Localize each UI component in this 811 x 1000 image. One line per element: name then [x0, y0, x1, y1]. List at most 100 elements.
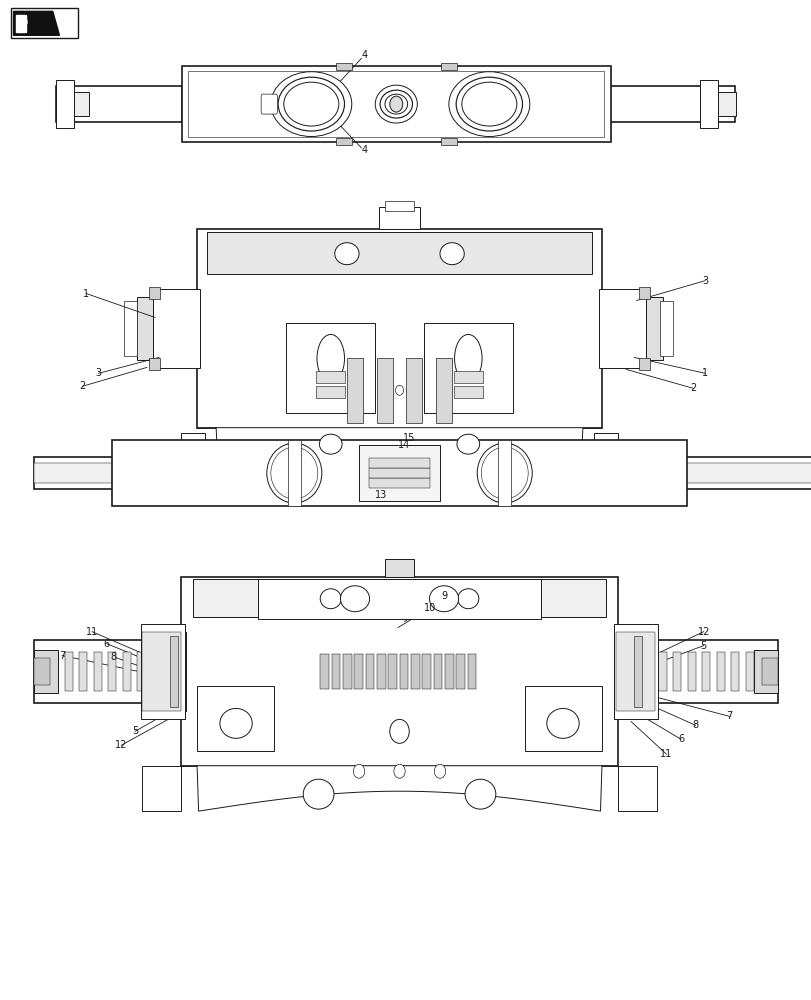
- Text: 2: 2: [79, 381, 85, 391]
- Bar: [50, 652, 58, 691]
- Bar: [34, 463, 165, 483]
- Bar: [440, 63, 457, 70]
- Bar: [342, 654, 351, 689]
- Bar: [207, 232, 591, 274]
- Ellipse shape: [284, 82, 338, 126]
- Circle shape: [389, 719, 409, 743]
- Bar: [753, 650, 777, 693]
- Bar: [453, 386, 483, 398]
- Bar: [346, 358, 363, 423]
- Circle shape: [487, 451, 522, 495]
- Bar: [136, 297, 152, 360]
- Text: 7: 7: [59, 651, 65, 661]
- Circle shape: [480, 443, 528, 503]
- Ellipse shape: [477, 443, 531, 503]
- Text: 3: 3: [702, 276, 708, 286]
- Polygon shape: [593, 433, 617, 463]
- Text: 15: 15: [402, 433, 415, 443]
- Polygon shape: [181, 766, 617, 811]
- Ellipse shape: [319, 434, 341, 454]
- Bar: [335, 63, 351, 70]
- Bar: [182, 66, 610, 142]
- FancyBboxPatch shape: [261, 94, 277, 114]
- Ellipse shape: [303, 779, 333, 809]
- Bar: [56, 86, 182, 122]
- Text: 12: 12: [697, 627, 709, 637]
- Bar: [258, 579, 540, 619]
- Bar: [331, 654, 340, 689]
- Bar: [365, 654, 374, 689]
- Text: 10: 10: [423, 603, 436, 613]
- Bar: [678, 463, 811, 483]
- Ellipse shape: [316, 334, 344, 382]
- Bar: [410, 654, 419, 689]
- Bar: [56, 80, 74, 128]
- Ellipse shape: [546, 708, 578, 738]
- Bar: [169, 636, 178, 707]
- Ellipse shape: [481, 447, 527, 499]
- Bar: [320, 654, 328, 689]
- Bar: [440, 138, 457, 145]
- Bar: [34, 650, 58, 693]
- Ellipse shape: [461, 82, 517, 126]
- Bar: [34, 457, 165, 489]
- Bar: [699, 80, 717, 128]
- Ellipse shape: [220, 708, 252, 738]
- Bar: [64, 652, 72, 691]
- Bar: [422, 654, 431, 689]
- Text: 4: 4: [361, 145, 367, 155]
- Text: 13: 13: [375, 490, 387, 500]
- Text: 5: 5: [131, 726, 138, 736]
- Bar: [368, 478, 430, 488]
- Bar: [716, 652, 724, 691]
- Text: 12: 12: [115, 740, 127, 750]
- Bar: [379, 207, 419, 229]
- Bar: [633, 636, 642, 707]
- Bar: [524, 686, 601, 751]
- Bar: [124, 301, 137, 356]
- Bar: [11, 8, 78, 38]
- Circle shape: [389, 96, 402, 112]
- Bar: [467, 654, 476, 689]
- Circle shape: [393, 764, 405, 778]
- Bar: [368, 468, 430, 478]
- Bar: [406, 358, 422, 423]
- Polygon shape: [14, 11, 59, 35]
- Ellipse shape: [340, 586, 369, 612]
- Text: 4: 4: [361, 50, 367, 60]
- Polygon shape: [142, 766, 181, 811]
- Bar: [137, 652, 145, 691]
- Bar: [112, 440, 686, 506]
- Bar: [34, 658, 50, 685]
- Polygon shape: [617, 766, 656, 811]
- Text: 11: 11: [659, 749, 672, 759]
- Text: 1: 1: [84, 289, 89, 299]
- Polygon shape: [197, 428, 601, 458]
- Bar: [56, 92, 88, 116]
- Polygon shape: [181, 433, 205, 463]
- Bar: [598, 289, 648, 368]
- Bar: [625, 632, 651, 711]
- Ellipse shape: [384, 94, 407, 114]
- Bar: [638, 358, 650, 370]
- Text: 11: 11: [86, 627, 98, 637]
- Bar: [286, 323, 375, 413]
- Bar: [436, 358, 452, 423]
- Circle shape: [353, 764, 364, 778]
- Ellipse shape: [320, 589, 341, 609]
- Bar: [761, 658, 777, 685]
- Bar: [703, 92, 736, 116]
- Polygon shape: [16, 15, 26, 32]
- Bar: [384, 559, 414, 577]
- Ellipse shape: [454, 334, 482, 382]
- Ellipse shape: [429, 586, 458, 612]
- Bar: [188, 71, 603, 137]
- Bar: [150, 289, 200, 368]
- Ellipse shape: [271, 72, 351, 137]
- Bar: [160, 632, 186, 711]
- Circle shape: [434, 764, 445, 778]
- Bar: [358, 445, 440, 501]
- Text: 7: 7: [726, 711, 732, 721]
- Bar: [108, 652, 116, 691]
- Bar: [287, 440, 300, 506]
